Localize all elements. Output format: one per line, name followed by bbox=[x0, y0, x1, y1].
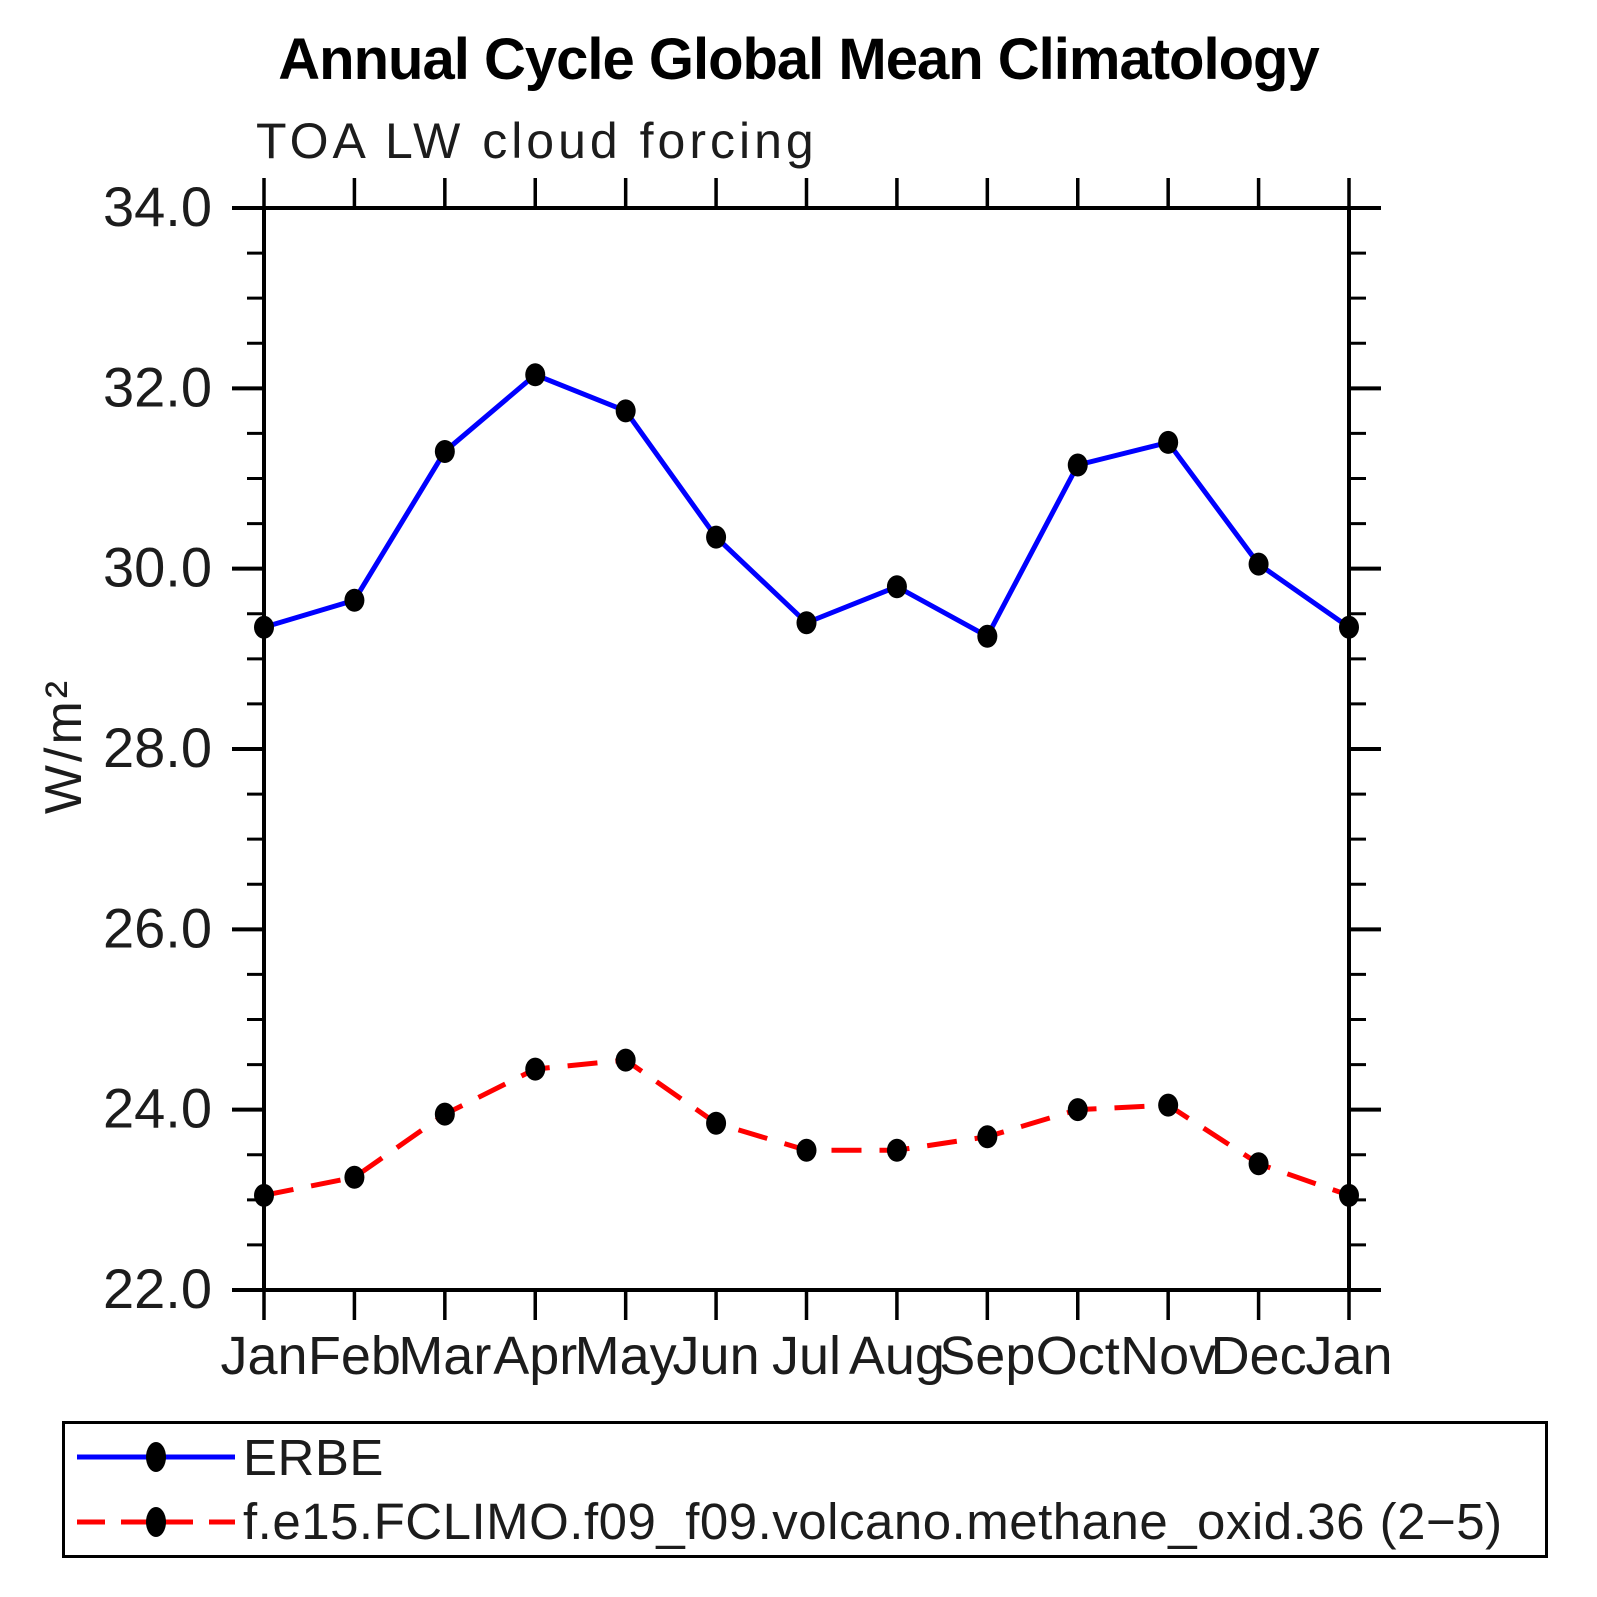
data-point-1 bbox=[1248, 1152, 1269, 1176]
y-tick-label: 28.0 bbox=[103, 716, 212, 779]
data-point-1 bbox=[1339, 1183, 1359, 1207]
x-tick-label: Mar bbox=[398, 1326, 491, 1386]
data-point-0 bbox=[706, 525, 727, 549]
legend: ERBE f.e15.FCLIMO.f09_f09.volcano.methan… bbox=[62, 1421, 1548, 1558]
data-point-0 bbox=[886, 575, 907, 599]
data-point-0 bbox=[1248, 552, 1269, 576]
plot-frame bbox=[262, 206, 1351, 1292]
x-tick-label: Nov bbox=[1120, 1326, 1216, 1386]
legend-item-erbe: ERBE bbox=[73, 1426, 1545, 1488]
x-tick-label: Jun bbox=[673, 1326, 760, 1386]
x-tick-label: Feb bbox=[308, 1326, 401, 1386]
data-point-1 bbox=[977, 1125, 998, 1149]
data-point-1 bbox=[254, 1183, 274, 1207]
series-line-1 bbox=[263, 1057, 1350, 1198]
data-point-1 bbox=[525, 1057, 546, 1081]
legend-marker-dot bbox=[146, 1442, 166, 1473]
legend-item-model: f.e15.FCLIMO.f09_f09.volcano.methane_oxi… bbox=[73, 1491, 1545, 1553]
x-tick-label: Jan bbox=[220, 1326, 307, 1386]
data-point-0 bbox=[1158, 430, 1179, 454]
x-tick-label: Jan bbox=[1305, 1326, 1392, 1386]
data-point-1 bbox=[434, 1102, 455, 1126]
data-point-0 bbox=[796, 611, 817, 635]
legend-sample-erbe bbox=[77, 1442, 235, 1473]
y-tick-label: 30.0 bbox=[103, 536, 212, 599]
x-tick-label: Dec bbox=[1211, 1326, 1307, 1386]
data-point-1 bbox=[796, 1138, 817, 1162]
data-point-0 bbox=[525, 363, 546, 387]
data-point-1 bbox=[886, 1138, 907, 1162]
chart-subtitle: TOA LW cloud forcing bbox=[256, 113, 818, 169]
series-line-0 bbox=[263, 371, 1351, 640]
data-point-1 bbox=[706, 1111, 727, 1135]
legend-label: ERBE bbox=[243, 1428, 384, 1486]
y-tick-label: 34.0 bbox=[103, 175, 212, 238]
x-tick-label: Apr bbox=[493, 1326, 577, 1386]
data-point-0 bbox=[254, 615, 274, 639]
data-point-0 bbox=[1339, 615, 1359, 639]
data-point-0 bbox=[344, 588, 365, 612]
legend-sample-model bbox=[77, 1506, 235, 1537]
y-tick-label: 22.0 bbox=[103, 1257, 212, 1320]
x-tick-label: Oct bbox=[1036, 1326, 1120, 1386]
data-point-1 bbox=[615, 1048, 636, 1072]
x-tick-label: May bbox=[575, 1326, 677, 1386]
data-point-1 bbox=[1067, 1098, 1088, 1122]
y-tick-label: 24.0 bbox=[103, 1077, 212, 1140]
data-point-1 bbox=[1158, 1093, 1179, 1117]
x-tick-label: Jul bbox=[772, 1326, 841, 1386]
data-point-0 bbox=[1067, 453, 1088, 477]
chart-title: Annual Cycle Global Mean Climatology bbox=[278, 27, 1319, 92]
data-point-0 bbox=[977, 624, 998, 648]
data-point-1 bbox=[344, 1165, 365, 1189]
x-tick-label: Aug bbox=[849, 1326, 945, 1386]
x-tick-label: Sep bbox=[939, 1326, 1035, 1386]
data-point-0 bbox=[434, 439, 455, 463]
data-point-0 bbox=[615, 399, 636, 423]
legend-marker-dot bbox=[146, 1506, 166, 1537]
y-tick-label: 26.0 bbox=[103, 896, 212, 959]
legend-label: f.e15.FCLIMO.f09_f09.volcano.methane_oxi… bbox=[243, 1493, 1503, 1551]
y-tick-label: 32.0 bbox=[103, 355, 212, 418]
